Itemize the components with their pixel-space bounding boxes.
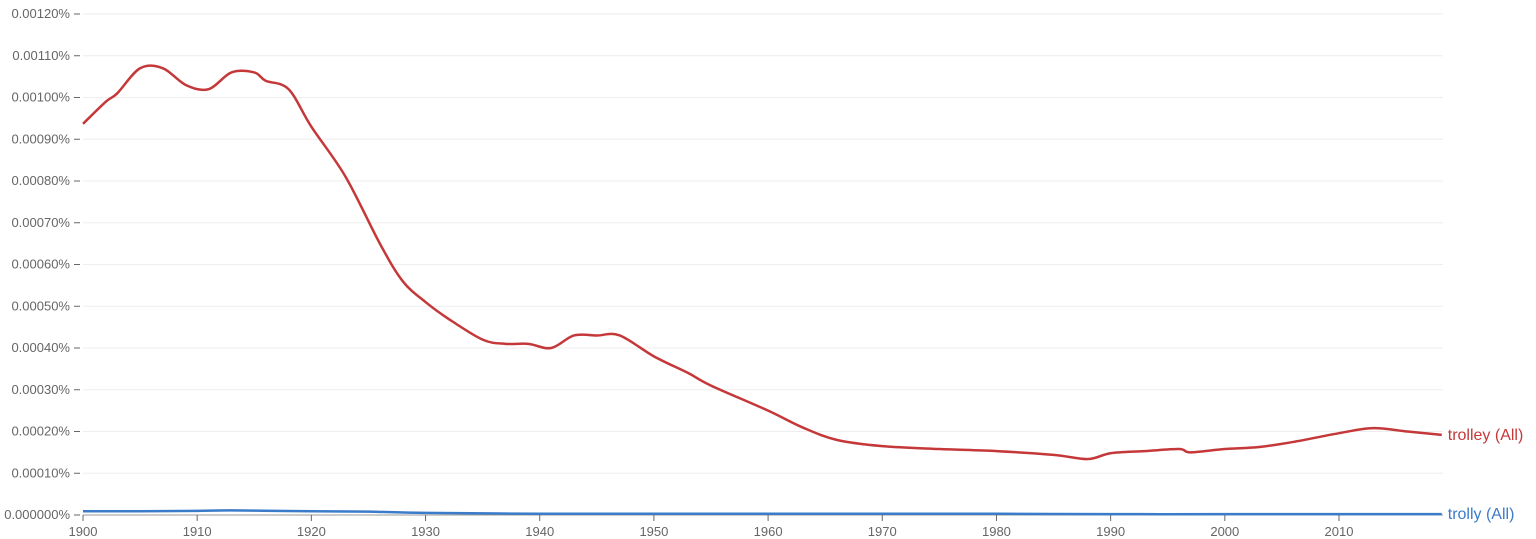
y-tick-label: 0.00100% (11, 90, 70, 105)
y-tick-label: 0.00030% (11, 382, 70, 397)
y-tick-label: 0.00010% (11, 465, 70, 480)
y-tick-label: 0.00070% (11, 215, 70, 230)
series-line-trolly (82, 509, 1442, 516)
x-tick-label: 1980 (982, 524, 1011, 539)
x-tick-label: 1950 (639, 524, 668, 539)
x-tick-label: 1910 (183, 524, 212, 539)
x-tick-label: 1970 (868, 524, 897, 539)
x-tick-label: 1990 (1096, 524, 1125, 539)
series-line-trolley (82, 64, 1442, 461)
y-tick-label: 0.00050% (11, 298, 70, 313)
y-tick-label: 0.00090% (11, 131, 70, 146)
y-tick-label: 0.00040% (11, 340, 70, 355)
y-tick-label: 0.00060% (11, 257, 70, 272)
series-label-trolley: trolley (All) (1448, 427, 1524, 444)
y-tick-label: 0.00120% (11, 6, 70, 21)
y-tick-label: 0.000000% (4, 507, 70, 522)
y-tick-label: 0.00080% (11, 173, 70, 188)
y-tick-label: 0.00020% (11, 424, 70, 439)
x-tick-label: 1960 (754, 524, 783, 539)
x-tick-label: 2010 (1325, 524, 1354, 539)
y-tick-label: 0.00110% (12, 48, 70, 63)
x-tick-label: 1940 (525, 524, 554, 539)
x-tick-label: 2000 (1210, 524, 1239, 539)
x-tick-label: 1930 (411, 524, 440, 539)
x-tick-label: 1900 (69, 524, 98, 539)
series-label-trolly: trolly (All) (1448, 506, 1515, 523)
x-tick-label: 1920 (297, 524, 326, 539)
